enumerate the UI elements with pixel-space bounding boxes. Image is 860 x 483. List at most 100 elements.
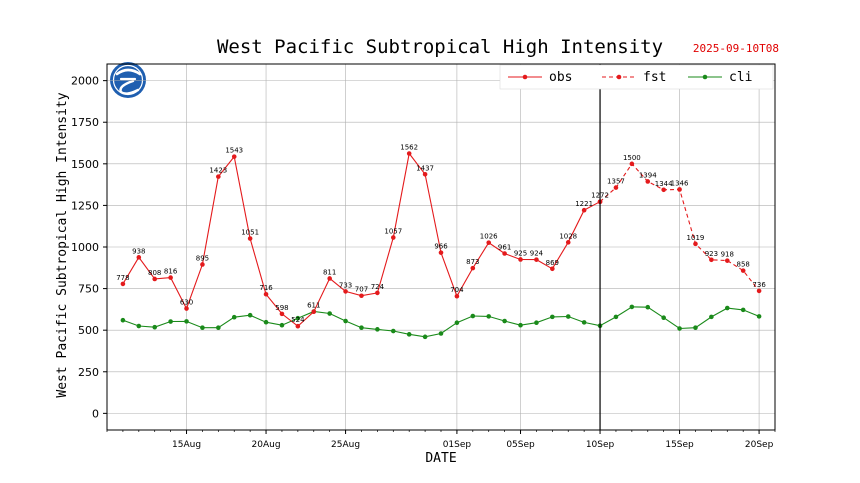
data-label-obs: 1026 (480, 233, 498, 241)
x-tick-label: 01Sep (443, 440, 472, 450)
series-layer (120, 64, 762, 430)
data-point-cli (740, 307, 746, 313)
y-tick-label: 750 (78, 283, 99, 296)
axis-ticks: 0 250 500 750 1000 1250 1500 1750 2000 15Aug 20Aug… (71, 75, 776, 450)
data-point-cli (247, 312, 253, 318)
data-label-fst: 923 (705, 250, 718, 258)
data-point-fst (677, 187, 682, 192)
data-point-obs (231, 154, 237, 159)
data-label-fst: 1357 (607, 178, 625, 186)
y-tick-label: 1750 (71, 116, 99, 129)
data-point-cli (645, 304, 651, 310)
data-label-obs: 716 (259, 284, 273, 292)
data-point-obs (375, 290, 380, 296)
data-point-obs (247, 236, 253, 241)
data-point-cli (184, 319, 189, 324)
data-label-obs: 808 (148, 269, 161, 277)
data-point-fst (613, 185, 619, 190)
data-point-cli (120, 317, 126, 323)
data-point-cli (216, 325, 221, 330)
legend-marker-fst (616, 74, 622, 80)
data-point-cli (756, 314, 762, 319)
data-label-obs: 707 (355, 286, 368, 294)
data-label-obs: 924 (530, 250, 544, 258)
data-label-obs: 961 (498, 243, 511, 251)
data-label-obs: 1423 (209, 167, 227, 175)
data-label-obs: 895 (196, 254, 209, 262)
data-label-fst: 1500 (623, 154, 641, 162)
logo-emblem (110, 62, 146, 98)
data-label-fst: 736 (752, 281, 766, 289)
x-tick-label: 10Sep (586, 440, 615, 450)
data-point-fst (661, 187, 666, 193)
y-tick-label: 250 (78, 366, 99, 379)
data-point-obs (422, 171, 428, 177)
data-label-obs: 1272 (591, 192, 609, 200)
x-tick-label: 25Aug (331, 440, 360, 450)
data-label-obs: 630 (180, 299, 193, 307)
data-point-cli (263, 319, 269, 325)
x-tick-label: 20Aug (252, 440, 281, 450)
data-point-obs (152, 276, 158, 282)
data-point-cli (709, 314, 714, 320)
data-point-obs (534, 257, 539, 262)
data-label-obs: 704 (450, 286, 464, 294)
data-point-cli (152, 324, 158, 330)
plot-frame (106, 63, 776, 431)
data-point-cli (406, 332, 412, 337)
data-point-obs (200, 262, 205, 267)
data-point-fst (629, 161, 635, 167)
data-label-obs: 1057 (384, 228, 402, 236)
data-point-obs (343, 289, 348, 294)
data-label-obs: 816 (164, 268, 178, 276)
data-point-obs (168, 275, 173, 280)
data-point-obs (359, 293, 364, 299)
y-tick-label: 1000 (71, 241, 99, 254)
data-label-fst: 1346 (671, 179, 689, 187)
data-label-obs: 938 (132, 247, 145, 255)
data-label-obs: 966 (434, 243, 448, 251)
y-tick-label: 2000 (71, 75, 99, 88)
data-label-obs: 1543 (225, 147, 243, 155)
data-point-cli (661, 315, 666, 321)
data-point-obs (565, 240, 571, 245)
forecast-date-stamp: 2025-09-10T08 (693, 42, 779, 55)
data-point-obs (263, 291, 269, 297)
data-point-obs (311, 309, 317, 315)
y-axis-label: West Pacific Subtropical High Intensity (55, 92, 70, 397)
legend-label-fst: fst (643, 70, 666, 85)
data-label-obs: 611 (307, 302, 320, 310)
data-point-cli (343, 318, 348, 324)
data-point-cli (470, 313, 476, 319)
y-tick-label: 1500 (71, 158, 99, 171)
data-point-cli (677, 326, 682, 331)
data-point-obs (438, 250, 444, 255)
data-point-obs (216, 174, 221, 179)
data-point-cli (534, 320, 539, 325)
data-point-cli (613, 314, 619, 320)
data-point-cli (693, 325, 698, 330)
data-point-obs (502, 251, 507, 256)
x-tick-label: 20Sep (745, 440, 774, 450)
data-label-obs: 1028 (559, 232, 577, 240)
data-point-cli (327, 311, 332, 316)
data-point-cli (502, 318, 507, 324)
data-label-fst: 858 (737, 261, 750, 269)
legend: obs fst cli (499, 64, 774, 90)
series-line-obs (122, 152, 601, 327)
data-point-obs (550, 266, 555, 272)
legend-marker-cli (702, 74, 708, 80)
data-point-obs (470, 265, 476, 271)
data-point-cli (136, 323, 142, 329)
data-label-obs: 733 (339, 281, 352, 289)
y-tick-label: 0 (92, 407, 99, 420)
data-point-cli (168, 319, 173, 324)
data-label-obs: 778 (116, 274, 129, 282)
data-point-fst (724, 258, 730, 263)
data-point-obs (136, 255, 142, 260)
data-label-obs: 524 (291, 316, 305, 324)
data-point-fst (693, 241, 698, 247)
data-label-obs: 1051 (241, 229, 259, 237)
data-point-fst (709, 257, 714, 263)
data-point-obs (327, 276, 332, 281)
